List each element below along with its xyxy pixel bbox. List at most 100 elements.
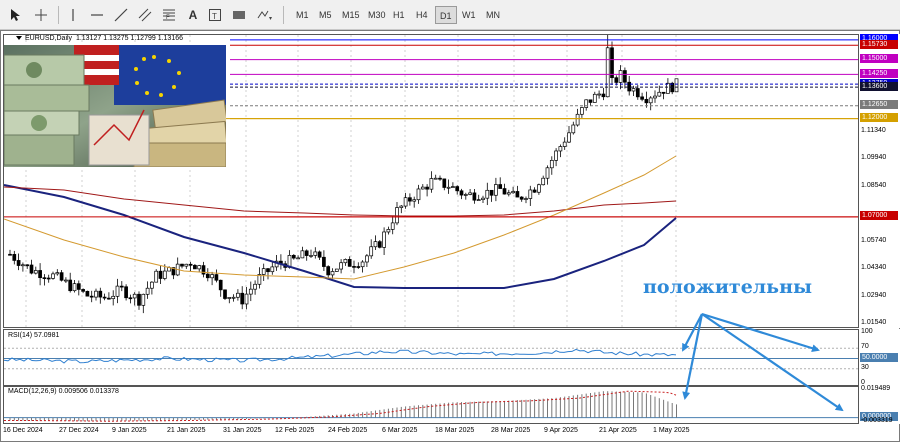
timeframe-mn[interactable]: MN	[486, 10, 500, 20]
candle-body	[528, 189, 533, 199]
candle-body	[107, 297, 111, 300]
macd-chart-svg	[4, 390, 858, 422]
toolbar: F A T M1 M5 M15 M30 H1 H4 D1 W1 MN	[0, 0, 900, 30]
rsi-axis-label: 50.0000	[860, 353, 898, 362]
candle-body	[210, 274, 214, 279]
rsi-panel[interactable]	[3, 329, 859, 386]
fibonacci-icon[interactable]: F	[160, 5, 178, 25]
candle-body	[180, 263, 184, 267]
candle-body	[218, 279, 223, 291]
candle-body	[455, 186, 460, 192]
macd-panel[interactable]	[3, 386, 859, 424]
time-axis-label: 6 Mar 2025	[382, 427, 418, 434]
candle-body	[580, 107, 584, 115]
candle-body	[412, 199, 417, 202]
candle-body	[322, 256, 326, 267]
candle-body	[55, 272, 60, 275]
candle-body	[296, 257, 300, 260]
price-axis-label: 1.09940	[861, 154, 887, 162]
time-axis-label: 21 Jan 2025	[167, 427, 206, 434]
timeframe-w1[interactable]: W1	[462, 10, 476, 20]
price-axis-label: 1.05740	[861, 236, 887, 244]
candle-body	[524, 198, 528, 200]
candle-body	[429, 178, 434, 190]
candle-body	[382, 231, 386, 248]
time-axis-label: 1 May 2025	[653, 427, 690, 434]
time-axis-label: 31 Jan 2025	[223, 427, 262, 434]
timeframe-m1[interactable]: M1	[296, 10, 309, 20]
candle-body	[248, 288, 253, 295]
candle-body	[416, 188, 421, 201]
candle-body	[425, 186, 429, 190]
candle-body	[420, 186, 425, 190]
svg-text:F: F	[166, 15, 170, 21]
candle-body	[223, 289, 227, 299]
candle-body	[12, 254, 17, 261]
horizontal-line-icon[interactable]	[88, 5, 106, 25]
candle-body	[313, 251, 318, 256]
rsi-label: RSI(14) 57.0981	[8, 332, 60, 339]
candle-body	[558, 146, 563, 152]
candle-body	[657, 91, 662, 97]
candle-body	[25, 264, 30, 267]
candle-body	[485, 189, 490, 199]
rectangle-icon[interactable]	[230, 5, 248, 25]
equidistant-channel-icon[interactable]	[136, 5, 154, 25]
trend-line-icon[interactable]	[112, 5, 130, 25]
candle-body	[592, 93, 597, 103]
text-icon[interactable]: A	[188, 8, 198, 22]
candle-body	[515, 191, 520, 198]
ma-100-line	[4, 186, 677, 217]
macd-label: MACD(12,26,9) 0.009506 0.013378	[8, 388, 119, 395]
rsi-axis-label: 0	[861, 379, 865, 386]
candle-body	[343, 259, 348, 264]
macd-axis-label: 0.019489	[861, 385, 891, 393]
macd-histogram	[9, 391, 677, 422]
candle-body	[403, 197, 408, 207]
macd-axis-label: 0.000000	[860, 412, 898, 422]
candle-body	[111, 295, 116, 300]
candle-body	[562, 141, 567, 147]
time-axis: 16 Dec 2024 27 Dec 2024 9 Jan 2025 21 Jan 2…	[3, 424, 859, 442]
candle-body	[605, 47, 610, 98]
shapes-icon[interactable]	[254, 5, 276, 25]
candle-body	[64, 279, 68, 282]
candle-body	[214, 274, 219, 281]
text-label-icon[interactable]: T	[206, 5, 224, 25]
symbol-name: EURUSD,Daily	[25, 35, 73, 42]
price-axis-label: 1.04340	[861, 264, 887, 272]
candle-body	[631, 88, 636, 92]
time-axis-label: 9 Jan 2025	[112, 427, 147, 434]
timeframe-h4[interactable]: H4	[416, 10, 428, 20]
candle-body	[102, 296, 107, 299]
candle-body	[601, 93, 606, 98]
crosshair-icon[interactable]	[32, 5, 50, 25]
price-tag-1.15000: 1.15000	[860, 54, 898, 64]
candle-body	[244, 293, 249, 305]
vertical-line-icon[interactable]	[64, 5, 82, 25]
price-chart-svg	[4, 35, 858, 327]
timeframe-m30[interactable]: M30	[368, 10, 386, 20]
candle-body	[119, 285, 124, 288]
candle-body	[666, 82, 670, 94]
candle-body	[68, 279, 73, 292]
price-axis-label: 1.08540	[861, 181, 887, 189]
candle-body	[506, 192, 511, 195]
candle-body	[304, 250, 309, 256]
timeframe-m5[interactable]: M5	[319, 10, 332, 20]
time-axis-label: 16 Dec 2024	[3, 427, 43, 434]
candle-body	[266, 268, 270, 273]
timeframe-h1[interactable]: H1	[393, 10, 405, 20]
candle-body	[16, 260, 21, 266]
candle-body	[588, 99, 593, 103]
candle-body	[502, 188, 507, 195]
candle-body	[472, 192, 477, 201]
timeframe-m15[interactable]: M15	[342, 10, 360, 20]
candle-body	[38, 270, 42, 279]
candle-body	[674, 78, 679, 93]
candle-body	[184, 263, 189, 267]
candle-body	[481, 197, 485, 201]
timeframe-d1[interactable]: D1	[435, 6, 457, 24]
candle-body	[253, 283, 257, 290]
cursor-icon[interactable]	[6, 5, 24, 25]
